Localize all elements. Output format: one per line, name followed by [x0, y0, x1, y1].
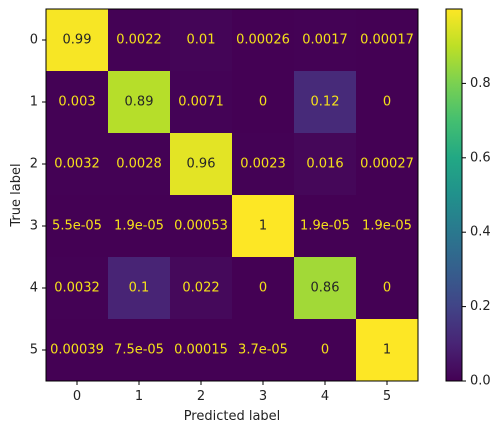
heatmap-cell: [294, 71, 357, 134]
heatmap-cell: [46, 319, 109, 382]
cell-value-label: 0.0028: [116, 157, 162, 172]
heatmap-cell-labels: 0.99 0.0022 0.01 0.00026 0.0017 0.00017 0.003 0…: [50, 33, 414, 358]
colorbar-tick-label: 0.6: [470, 150, 491, 165]
heatmap-cell: [108, 257, 171, 320]
cell-value-label: 0.00026: [236, 33, 290, 48]
cell-value-label: 5.5e-05: [52, 219, 102, 234]
y-axis-ticks: 0 1 2 3 4 5: [30, 33, 46, 358]
cell-value-label: 1.9e-05: [114, 219, 164, 234]
cell-value-label: 1: [383, 343, 391, 358]
x-tick-label: 4: [321, 389, 329, 404]
cell-value-label: 0: [259, 95, 267, 110]
heatmap-cell: [356, 319, 419, 382]
heatmap-cell: [232, 257, 295, 320]
heatmap-cell: [232, 133, 295, 196]
y-tick-label: 2: [30, 157, 38, 172]
colorbar-tick-label: 0.2: [470, 299, 491, 314]
colorbar: [445, 8, 463, 382]
heatmap-cell: [108, 9, 171, 72]
x-tick-label: 0: [73, 389, 81, 404]
heatmap-cell: [108, 195, 171, 258]
x-tick-label: 1: [135, 389, 143, 404]
colorbar-tick-label: 0.0: [470, 374, 491, 389]
heatmap-cell: [294, 9, 357, 72]
cell-value-label: 0.0032: [54, 157, 100, 172]
cell-value-label: 0.00015: [174, 343, 228, 358]
colorbar-ticks: 0.0 0.2 0.4 0.6 0.8: [462, 76, 491, 389]
heatmap-cell: [170, 133, 233, 196]
heatmap-cell: [356, 257, 419, 320]
y-tick-label: 5: [30, 343, 38, 358]
cell-value-label: 0.86: [311, 281, 340, 296]
heatmap-cell: [232, 71, 295, 134]
heatmap-cell: [294, 319, 357, 382]
cell-value-label: 0.0017: [302, 33, 348, 48]
cell-value-label: 3.7e-05: [238, 343, 288, 358]
cell-value-label: 0.016: [306, 157, 343, 172]
heatmap-cell: [170, 319, 233, 382]
heatmap-cell: [356, 9, 419, 72]
cell-value-label: 1.9e-05: [362, 219, 412, 234]
heatmap-cell: [46, 71, 109, 134]
heatmap-cell: [356, 133, 419, 196]
heatmap-cell: [108, 133, 171, 196]
cell-value-label: 0.00027: [360, 157, 414, 172]
cell-value-label: 0.96: [187, 157, 216, 172]
y-tick-label: 4: [30, 281, 38, 296]
heatmap-cell: [108, 71, 171, 134]
cell-value-label: 0.01: [187, 33, 216, 48]
y-axis-label: True label: [9, 163, 24, 227]
cell-value-label: 0.022: [182, 281, 219, 296]
heatmap-cell: [170, 195, 233, 258]
cell-value-label: 0.1: [129, 281, 150, 296]
cell-value-label: 0: [321, 343, 329, 358]
cell-value-label: 0.12: [311, 95, 340, 110]
cell-value-label: 0.00039: [50, 343, 104, 358]
cell-value-label: 0.0022: [116, 33, 162, 48]
cell-value-label: 1: [259, 219, 267, 234]
cell-value-label: 0.00017: [360, 33, 414, 48]
heatmap-cell: [294, 257, 357, 320]
cell-value-label: 7.5e-05: [114, 343, 164, 358]
heatmap-cell: [46, 9, 109, 72]
heatmap-cell: [46, 195, 109, 258]
cell-value-label: 0.0023: [240, 157, 286, 172]
x-tick-label: 2: [197, 389, 205, 404]
plot-frame: [45, 8, 419, 382]
cell-value-label: 0: [383, 281, 391, 296]
heatmap-cell: [232, 9, 295, 72]
heatmap-cell: [170, 71, 233, 134]
cell-value-label: 1.9e-05: [300, 219, 350, 234]
heatmap-cell: [46, 257, 109, 320]
cell-value-label: 0.89: [125, 95, 154, 110]
heatmap-cell: [170, 257, 233, 320]
heatmap-cell: [356, 195, 419, 258]
heatmap-cells: [46, 9, 419, 382]
y-tick-label: 3: [30, 219, 38, 234]
heatmap-cell: [294, 195, 357, 258]
x-tick-label: 3: [259, 389, 267, 404]
x-tick-label: 5: [383, 389, 391, 404]
cell-value-label: 0: [259, 281, 267, 296]
cell-value-label: 0.0071: [178, 95, 224, 110]
y-tick-label: 1: [30, 95, 38, 110]
heatmap-cell: [232, 319, 295, 382]
heatmap-cell: [170, 9, 233, 72]
x-axis-label: Predicted label: [184, 409, 281, 424]
colorbar-tick-label: 0.8: [470, 76, 491, 91]
colorbar-tick-label: 0.4: [470, 225, 491, 240]
cell-value-label: 0: [383, 95, 391, 110]
cell-value-label: 0.00053: [174, 219, 228, 234]
heatmap-cell: [356, 71, 419, 134]
heatmap-cell: [232, 195, 295, 258]
y-tick-label: 0: [30, 33, 38, 48]
heatmap-cell: [294, 133, 357, 196]
heatmap-cell: [108, 319, 171, 382]
cell-value-label: 0.0032: [54, 281, 100, 296]
heatmap-cell: [46, 133, 109, 196]
cell-value-label: 0.99: [63, 33, 92, 48]
cell-value-label: 0.003: [58, 95, 95, 110]
x-axis-ticks: 0 1 2 3 4 5: [73, 381, 391, 404]
